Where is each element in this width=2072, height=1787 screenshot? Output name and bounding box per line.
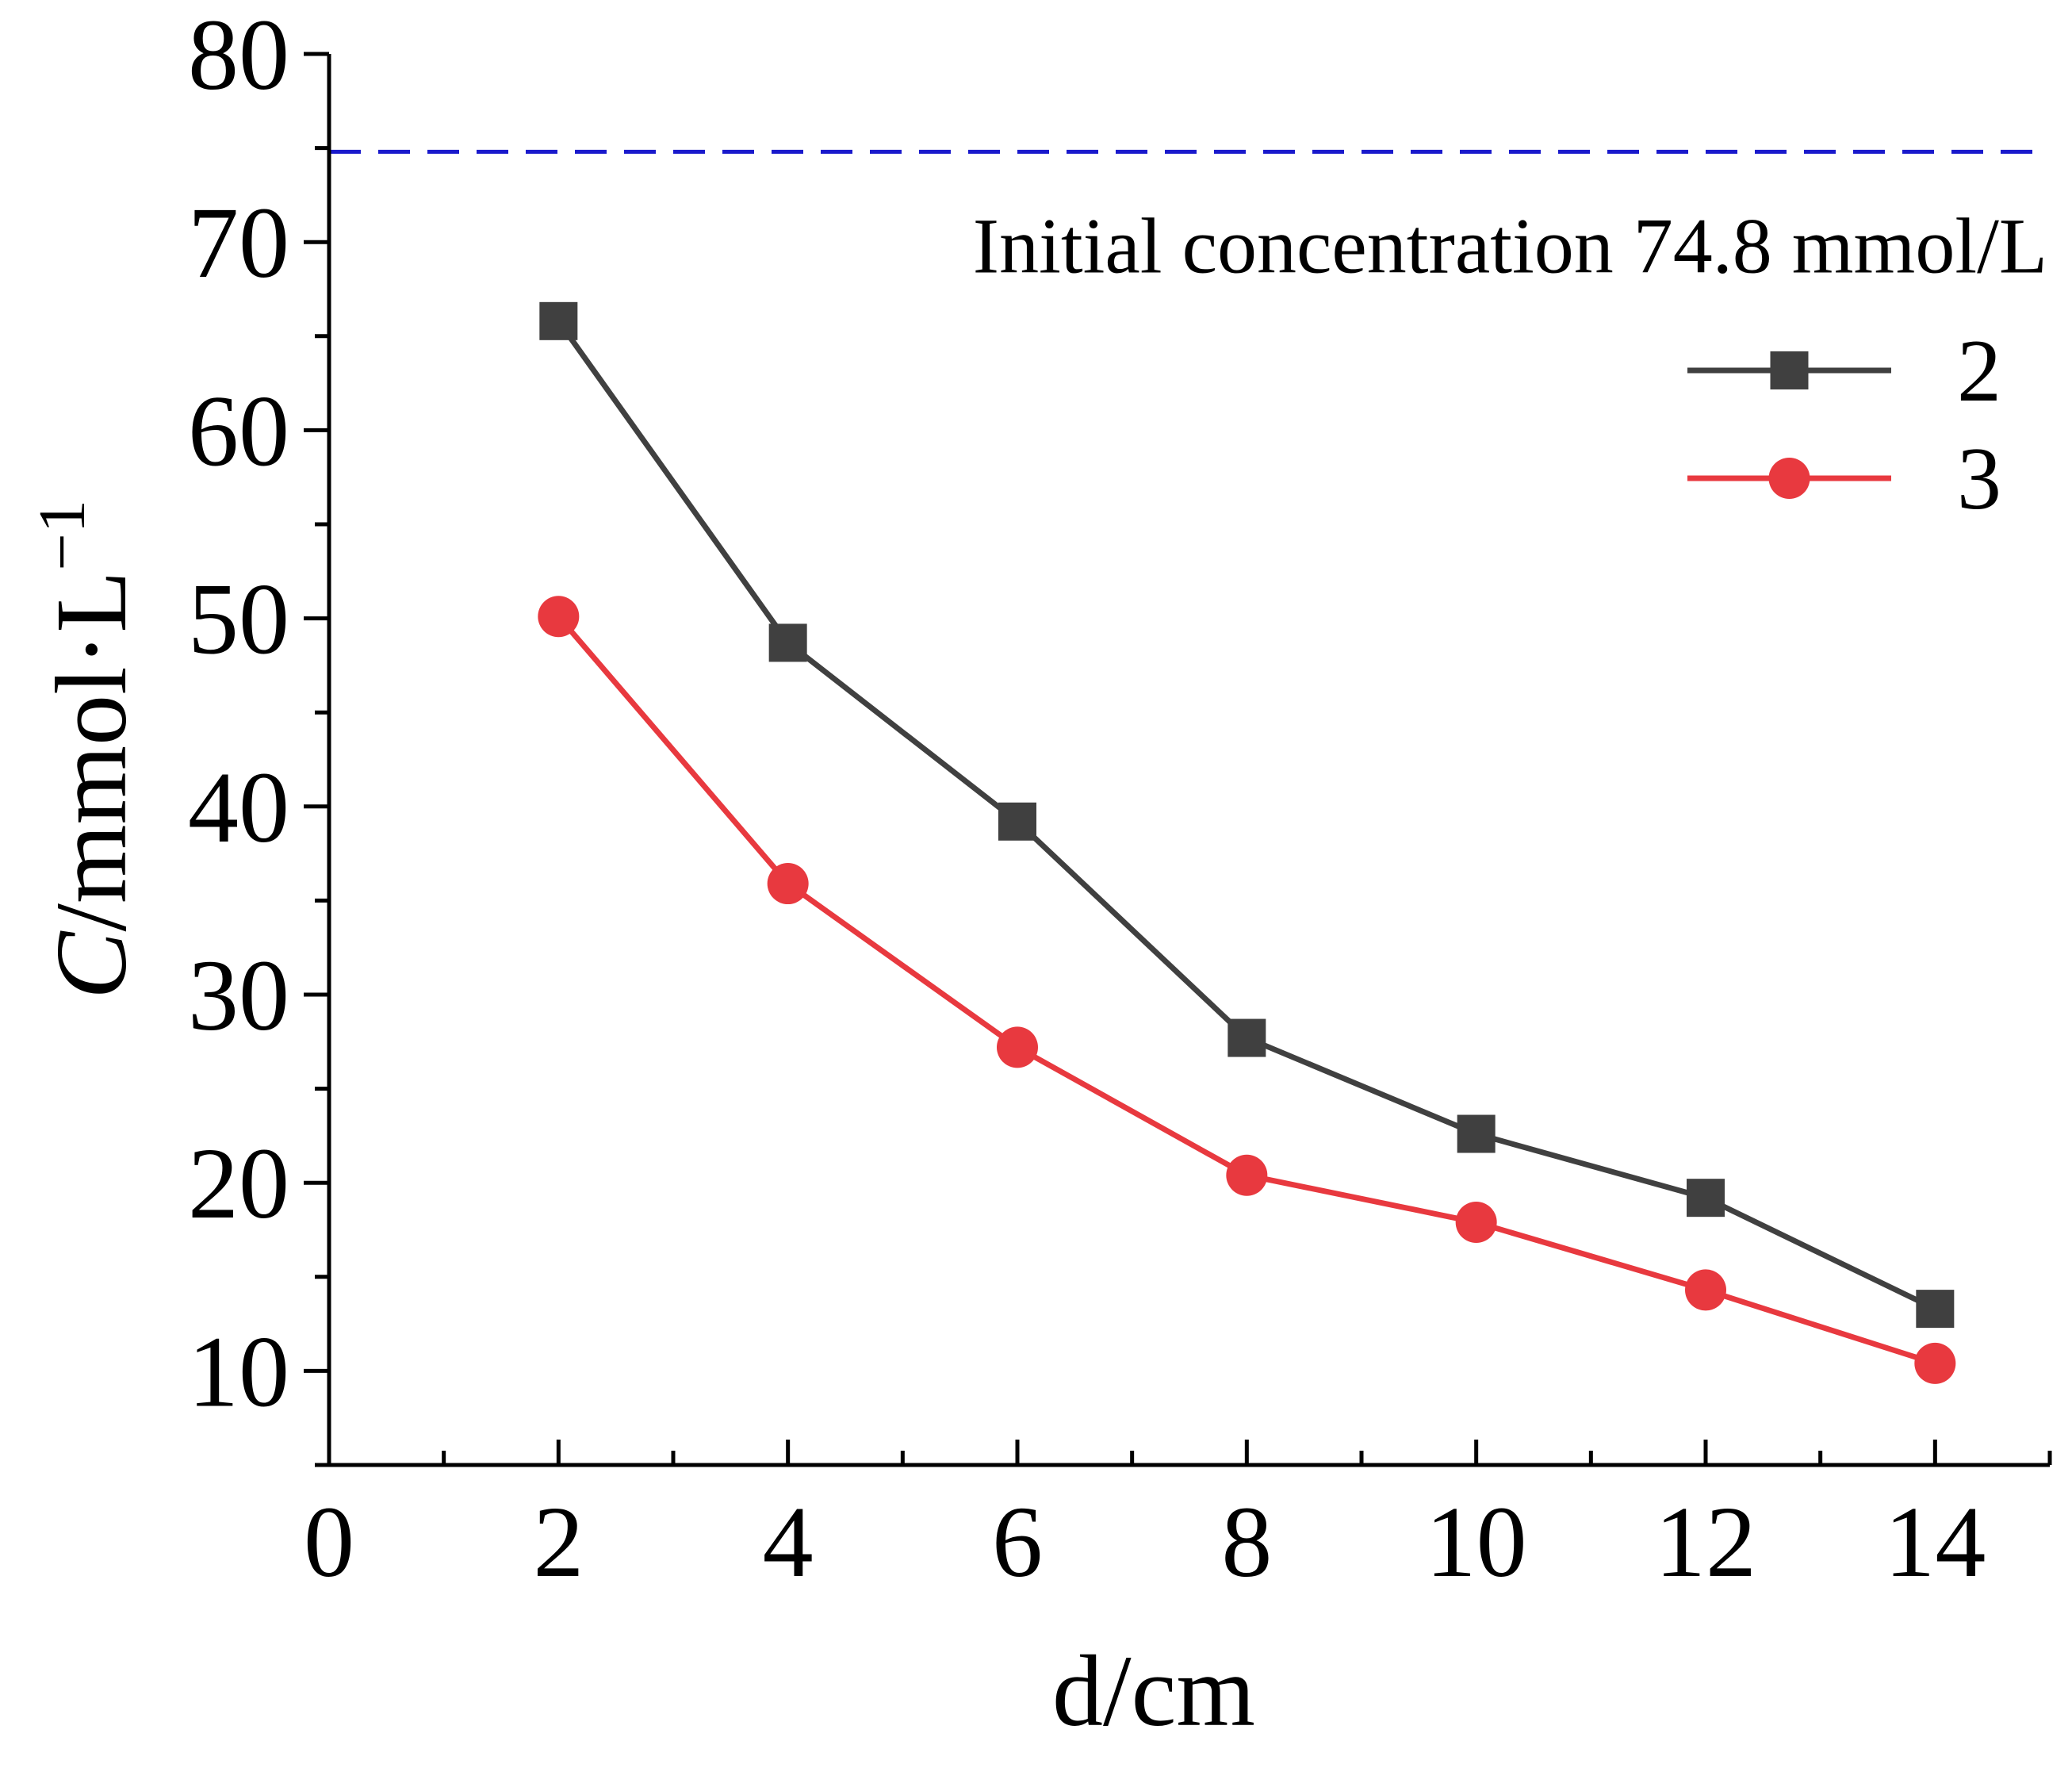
data-point-circle — [767, 863, 809, 905]
axes-layer: 10 20 30 40 50 60 70 80 0 2 4 6 8 10 12 14 — [188, 0, 2052, 1598]
legend-item-3: 3 — [1687, 430, 2001, 528]
data-point-circle — [1226, 1154, 1268, 1196]
y-axis-title-unit: /mmol·L — [35, 570, 147, 931]
data-point-square — [1457, 1114, 1496, 1153]
legend-label: 2 — [1957, 322, 2001, 420]
data-point-circle — [1685, 1269, 1726, 1311]
y-axis-title: C/mmol·L−1 — [25, 500, 147, 999]
y-tick-label: 30 — [188, 939, 289, 1052]
data-point-square — [1916, 1290, 1955, 1329]
y-tick-label: 20 — [188, 1127, 289, 1240]
series-3 — [538, 596, 1956, 1384]
legend-item-2: 2 — [1687, 322, 2001, 420]
x-tick-label: 8 — [1221, 1486, 1272, 1598]
y-tick-label: 50 — [188, 563, 289, 676]
series-layer — [538, 301, 1956, 1384]
data-point-circle — [538, 596, 580, 638]
legend-marker-circle — [1768, 458, 1810, 499]
y-tick-label: 40 — [188, 751, 289, 864]
data-point-circle — [1914, 1342, 1956, 1384]
x-tick-label: 2 — [533, 1486, 584, 1598]
x-tick-label: 12 — [1655, 1486, 1756, 1598]
x-tick-label: 4 — [763, 1486, 814, 1598]
reference-layer: Initial concentration 74.8 mmol/L — [329, 149, 2050, 290]
reference-line-label: Initial concentration 74.8 mmol/L — [973, 201, 2047, 290]
x-tick-label: 6 — [992, 1486, 1043, 1598]
legend-label: 3 — [1957, 430, 2001, 528]
series-2 — [539, 301, 1955, 1329]
legend: 23 — [1687, 322, 2001, 528]
y-tick-label: 60 — [188, 374, 289, 487]
data-point-square — [539, 301, 578, 340]
y-axis-title-variable: C — [35, 930, 147, 999]
y-axis-title-exponent: −1 — [25, 500, 99, 570]
series-3-line — [556, 614, 1936, 1367]
x-tick-label: 14 — [1884, 1486, 1986, 1598]
x-tick-label: 10 — [1426, 1486, 1527, 1598]
y-tick-label: 80 — [188, 0, 289, 111]
data-point-square — [1227, 1018, 1266, 1057]
data-point-circle — [1455, 1202, 1497, 1244]
y-tick-label: 70 — [188, 186, 289, 299]
x-tick-label: 0 — [304, 1486, 354, 1598]
legend-marker-square — [1770, 351, 1809, 389]
data-point-square — [768, 623, 807, 662]
data-point-square — [998, 802, 1036, 841]
data-point-square — [1687, 1179, 1725, 1218]
data-point-circle — [997, 1026, 1038, 1068]
axis-titles: d/cm C/mmol·L−1 — [25, 500, 1255, 1747]
y-tick-label: 10 — [188, 1315, 289, 1428]
x-axis-title: d/cm — [1052, 1635, 1255, 1747]
